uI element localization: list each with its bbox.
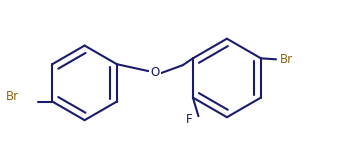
Text: Br: Br (280, 53, 293, 66)
Text: O: O (151, 66, 160, 79)
Text: F: F (186, 113, 193, 126)
Text: Br: Br (6, 90, 19, 103)
